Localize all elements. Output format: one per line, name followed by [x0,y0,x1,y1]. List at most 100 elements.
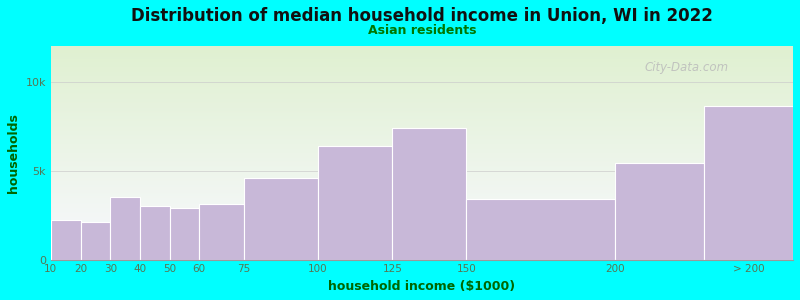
Bar [51,178,793,179]
Bar [51,248,793,249]
Bar [51,259,793,260]
Bar [51,101,793,102]
Bar [318,146,392,260]
Bar [51,231,793,232]
Bar [51,219,793,220]
Bar [51,145,793,146]
Bar [51,251,793,252]
Bar [51,182,793,183]
Bar [51,174,793,175]
Bar [51,232,793,233]
Bar [51,116,793,117]
Bar [51,133,793,134]
Bar [51,66,793,67]
Bar [51,216,793,217]
Bar [51,64,793,65]
Bar [51,57,793,58]
Bar [199,204,244,260]
Bar [51,70,793,71]
Bar [51,227,793,228]
Bar [51,203,793,204]
Bar [51,136,793,137]
Bar [51,183,793,184]
Bar [51,50,793,51]
Bar [51,214,793,215]
Bar [51,90,793,91]
Bar [51,115,793,116]
Bar [51,206,793,207]
Bar [51,170,793,171]
Bar [51,59,793,60]
Bar [51,252,793,253]
Bar [51,86,793,87]
Bar [51,220,793,221]
Bar [51,208,793,209]
Bar [51,63,793,64]
Bar [51,207,793,208]
Bar [51,58,793,59]
Bar [140,206,170,260]
Bar [51,199,793,200]
Bar [51,125,793,126]
Bar [51,68,793,69]
Bar [51,254,793,255]
Bar [51,73,793,74]
Bar [51,121,793,122]
Bar [51,181,793,182]
Bar [51,143,793,144]
Bar [51,140,793,141]
Bar [81,222,110,260]
Bar [51,149,793,150]
Bar [51,87,793,88]
Bar [51,100,793,101]
Bar [51,195,793,196]
Bar [51,213,793,214]
Bar [51,236,793,237]
Bar [51,150,793,151]
Bar [51,122,793,123]
Bar [51,161,793,162]
Bar [51,152,793,153]
Bar [51,123,793,124]
Bar [51,95,793,96]
Bar [51,228,793,229]
Bar [51,53,793,54]
Bar [110,197,140,260]
Bar [51,77,793,78]
Bar [51,244,793,245]
Bar [51,223,793,224]
Bar [51,92,793,93]
Bar [51,257,793,258]
Bar [51,97,793,98]
Bar [51,189,793,190]
Bar [51,52,793,53]
Bar [51,169,793,170]
Bar [51,224,793,225]
Bar [51,239,793,240]
Bar [51,187,793,188]
Bar [51,155,793,156]
Bar [51,241,793,242]
Bar [51,167,793,168]
Bar [51,153,793,154]
Bar [51,79,793,80]
Bar [170,208,199,260]
Bar [51,202,793,203]
Bar [51,164,793,165]
Bar [51,78,793,79]
Bar [51,230,793,231]
Bar [51,83,793,84]
Bar [51,196,793,197]
Bar [51,151,793,152]
Bar [51,201,793,202]
Bar [51,220,81,260]
Bar [51,141,793,142]
Bar [51,126,793,127]
Bar [51,65,793,66]
Bar [51,172,793,173]
Bar [51,132,793,133]
Bar [51,166,793,167]
Bar [51,200,793,201]
Bar [51,163,793,164]
Bar [51,108,793,109]
